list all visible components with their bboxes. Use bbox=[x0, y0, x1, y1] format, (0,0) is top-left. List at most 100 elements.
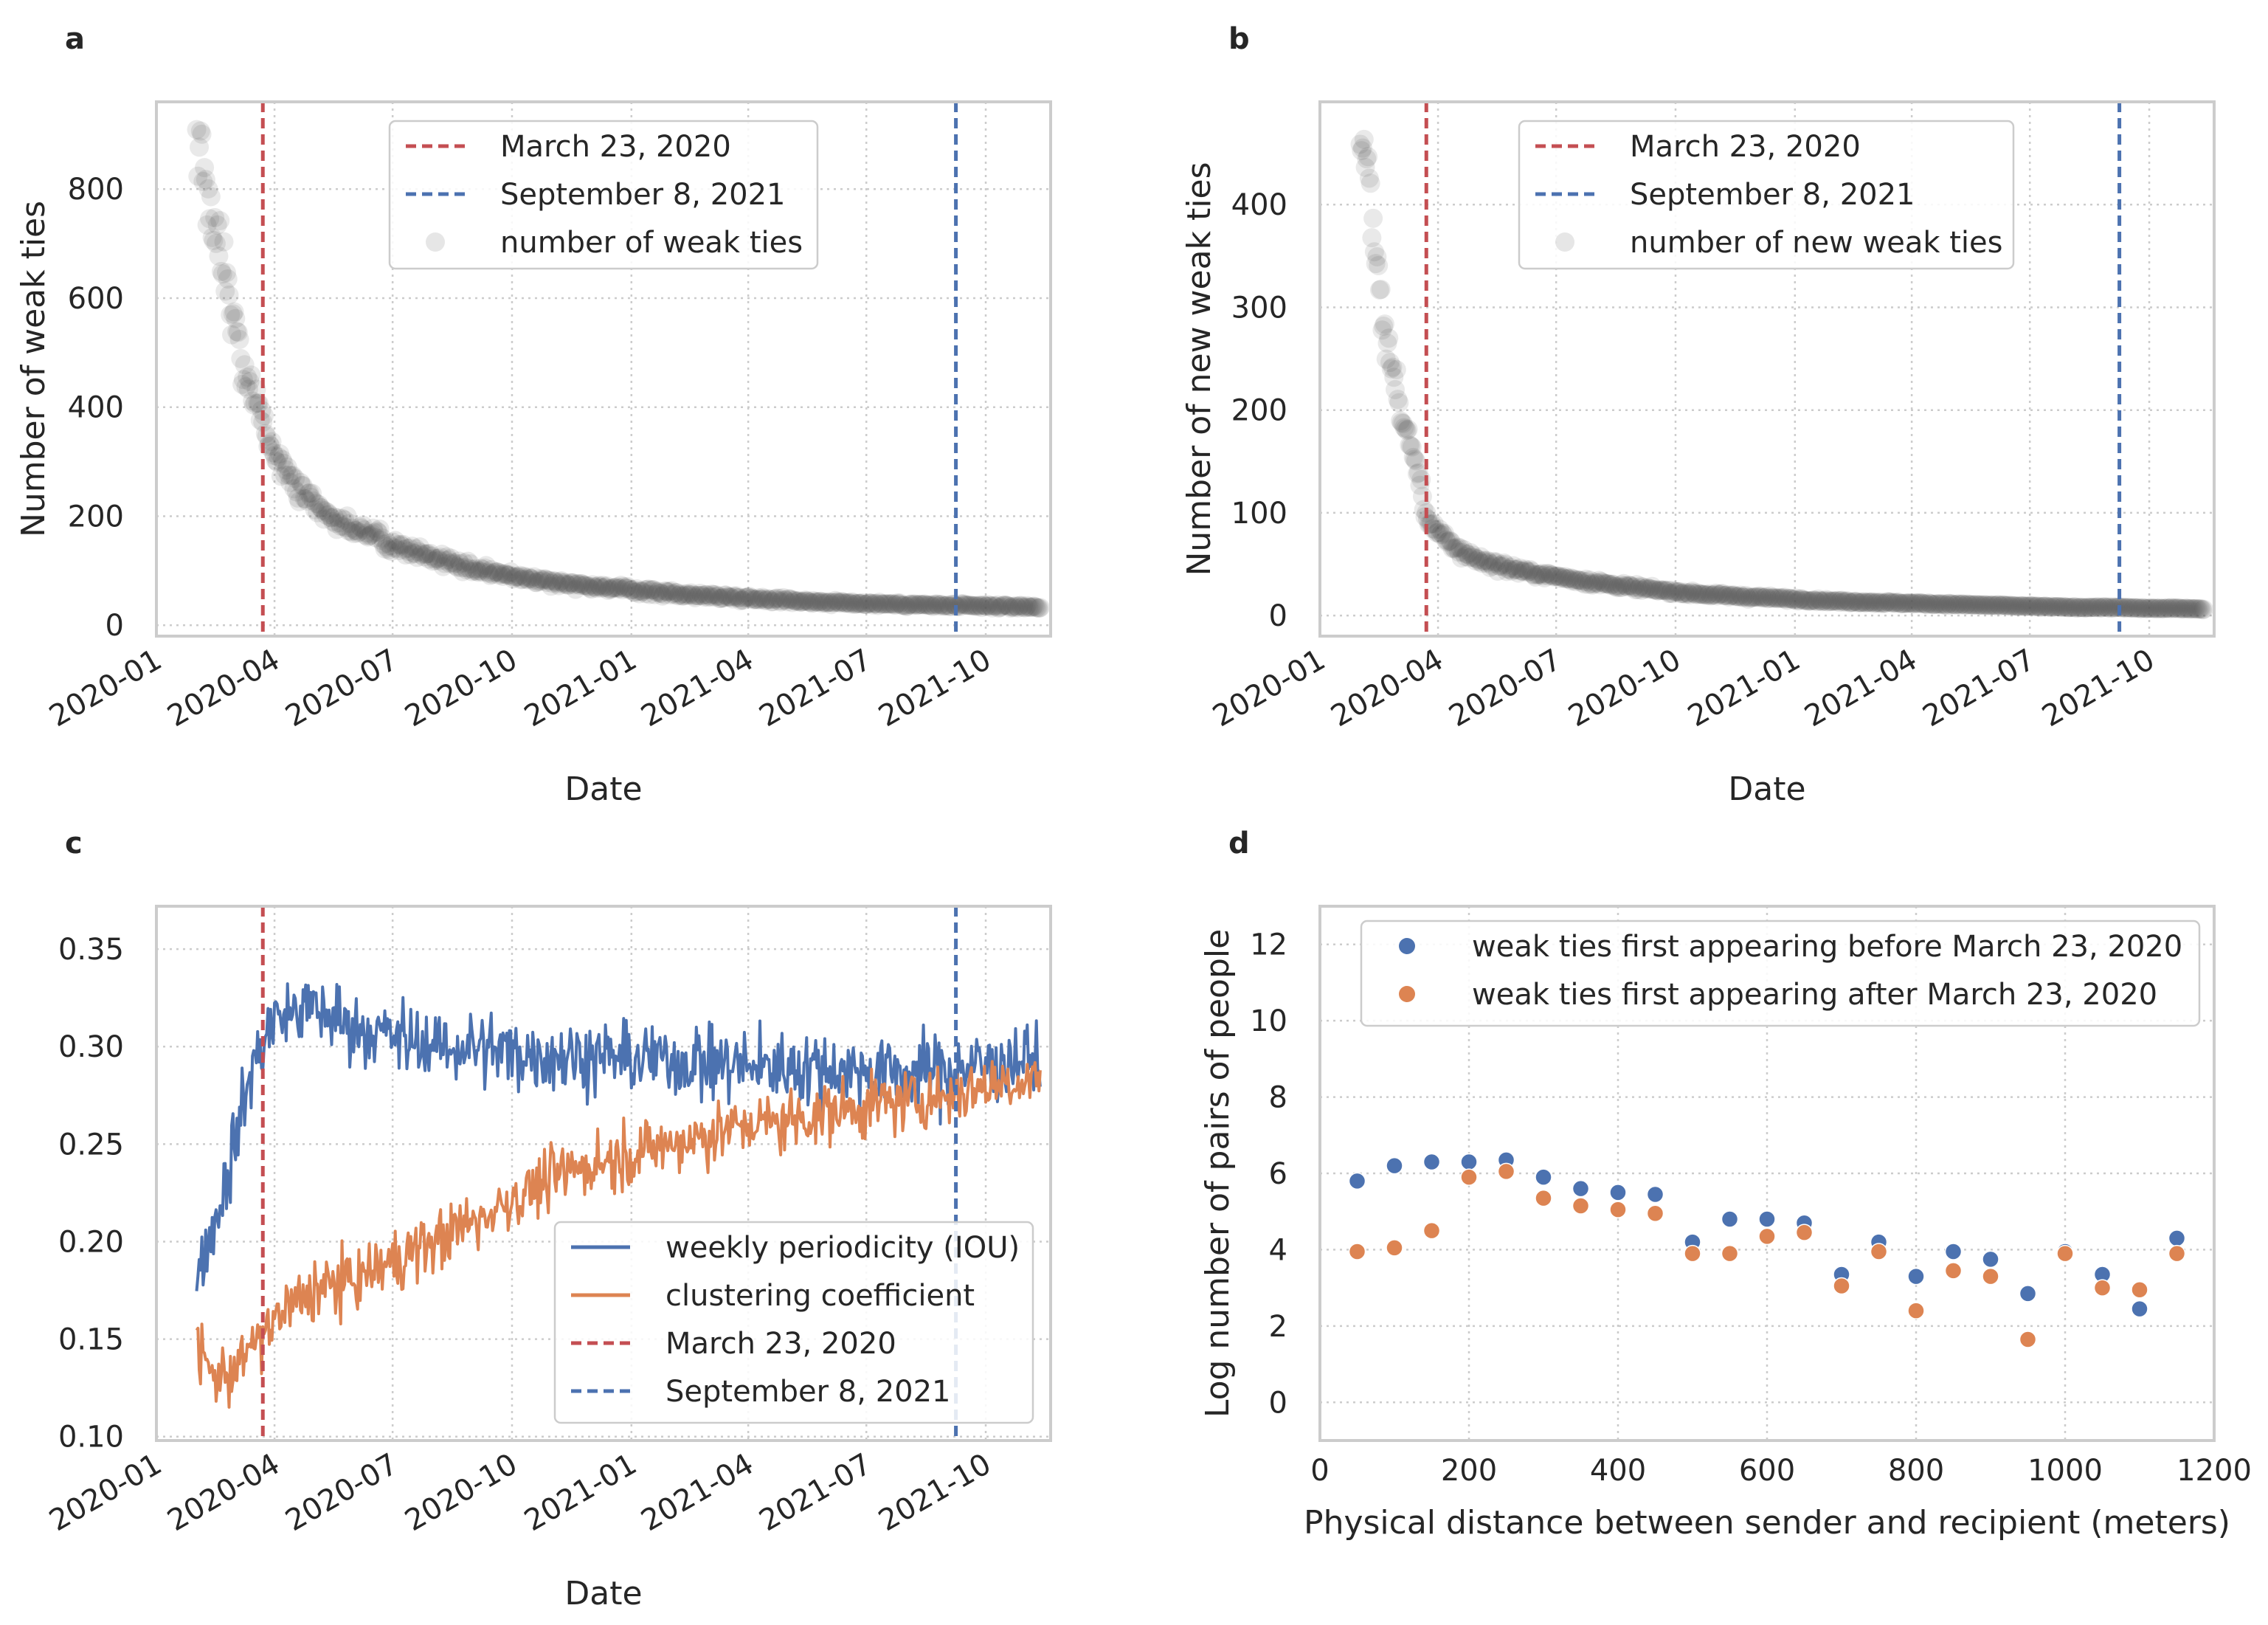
data-point bbox=[869, 593, 889, 613]
data-point bbox=[395, 545, 415, 565]
data-point bbox=[446, 556, 466, 576]
data-point bbox=[789, 590, 809, 610]
data-point bbox=[537, 573, 557, 593]
data-point bbox=[311, 498, 331, 518]
data-point bbox=[1380, 353, 1400, 373]
data-point bbox=[320, 508, 340, 528]
data-point bbox=[501, 562, 521, 582]
y-tick-label: 8 bbox=[1269, 1081, 1287, 1115]
data-point bbox=[1364, 242, 1384, 262]
data-point bbox=[722, 587, 741, 607]
data-point bbox=[294, 489, 314, 508]
data-point bbox=[2166, 598, 2186, 618]
data-point bbox=[547, 574, 567, 594]
data-point bbox=[913, 595, 933, 615]
data-point bbox=[1701, 586, 1721, 606]
data-point bbox=[1942, 594, 1962, 614]
data-point bbox=[583, 575, 603, 595]
point-before bbox=[1572, 1179, 1590, 1198]
data-point bbox=[850, 593, 870, 613]
data-point bbox=[1988, 595, 2008, 615]
data-point bbox=[223, 304, 243, 324]
data-point bbox=[539, 570, 559, 590]
data-point bbox=[708, 586, 728, 606]
point-after bbox=[1386, 1239, 1403, 1257]
data-point bbox=[260, 436, 280, 456]
data-point bbox=[530, 571, 550, 591]
data-point bbox=[1450, 538, 1470, 558]
data-point bbox=[533, 570, 553, 590]
data-point bbox=[1720, 586, 1740, 606]
point-before bbox=[1348, 1172, 1366, 1190]
data-point bbox=[1654, 580, 1674, 600]
data-point bbox=[1487, 552, 1507, 572]
data-point bbox=[1611, 575, 1631, 595]
data-point bbox=[927, 594, 947, 614]
data-point bbox=[528, 571, 548, 591]
data-point bbox=[216, 263, 236, 283]
data-point bbox=[896, 596, 916, 616]
data-point bbox=[1656, 581, 1676, 601]
y-tick-label: 0.10 bbox=[58, 1421, 124, 1455]
data-point bbox=[1414, 500, 1434, 520]
data-point bbox=[809, 591, 829, 611]
data-point bbox=[1937, 596, 1957, 615]
data-point bbox=[1510, 558, 1529, 578]
data-point bbox=[563, 573, 583, 593]
data-point bbox=[902, 594, 922, 614]
x-tick-label: 2020-04 bbox=[162, 1447, 286, 1538]
data-point bbox=[1000, 598, 1020, 618]
data-point bbox=[231, 348, 251, 368]
data-point bbox=[1533, 566, 1553, 586]
data-point bbox=[1899, 593, 1919, 613]
data-point bbox=[956, 595, 976, 615]
data-point bbox=[917, 595, 937, 615]
y-tick-label: 0.30 bbox=[58, 1030, 124, 1064]
data-point bbox=[315, 501, 335, 521]
data-point bbox=[2147, 598, 2167, 618]
data-point bbox=[1379, 328, 1399, 348]
data-point bbox=[982, 598, 1002, 618]
data-point bbox=[616, 578, 636, 598]
data-point bbox=[412, 543, 432, 563]
data-point bbox=[250, 410, 270, 430]
data-point bbox=[1653, 581, 1673, 601]
data-point bbox=[503, 569, 523, 589]
data-point bbox=[499, 565, 519, 584]
data-point bbox=[1636, 579, 1656, 598]
data-point bbox=[629, 584, 649, 604]
data-point bbox=[414, 547, 434, 567]
data-point bbox=[286, 482, 306, 502]
data-point bbox=[1484, 551, 1504, 571]
data-point bbox=[1025, 597, 1045, 617]
data-point bbox=[1887, 593, 1907, 613]
data-point bbox=[266, 451, 286, 471]
data-point bbox=[1725, 586, 1745, 606]
data-point bbox=[852, 593, 872, 613]
data-point bbox=[2027, 597, 2047, 617]
data-point bbox=[1030, 598, 1050, 618]
data-point bbox=[682, 584, 702, 604]
data-point bbox=[426, 551, 446, 570]
data-point bbox=[809, 593, 829, 613]
data-point bbox=[2068, 598, 2088, 618]
data-point bbox=[1743, 587, 1763, 607]
data-point bbox=[485, 562, 505, 582]
data-point bbox=[300, 483, 319, 503]
data-point bbox=[462, 562, 482, 582]
data-point bbox=[438, 547, 457, 567]
data-point bbox=[523, 570, 543, 590]
data-point bbox=[1492, 555, 1512, 575]
data-point bbox=[859, 593, 879, 613]
data-point bbox=[1834, 591, 1854, 611]
point-after bbox=[1497, 1162, 1515, 1181]
data-point bbox=[1350, 134, 1370, 154]
x-tick-label: 2020-07 bbox=[1443, 643, 1567, 734]
data-point bbox=[1502, 561, 1522, 581]
data-point bbox=[319, 504, 339, 524]
data-point bbox=[1354, 129, 1374, 149]
data-point bbox=[1882, 593, 1902, 613]
data-point bbox=[277, 457, 297, 477]
data-point bbox=[429, 551, 449, 570]
